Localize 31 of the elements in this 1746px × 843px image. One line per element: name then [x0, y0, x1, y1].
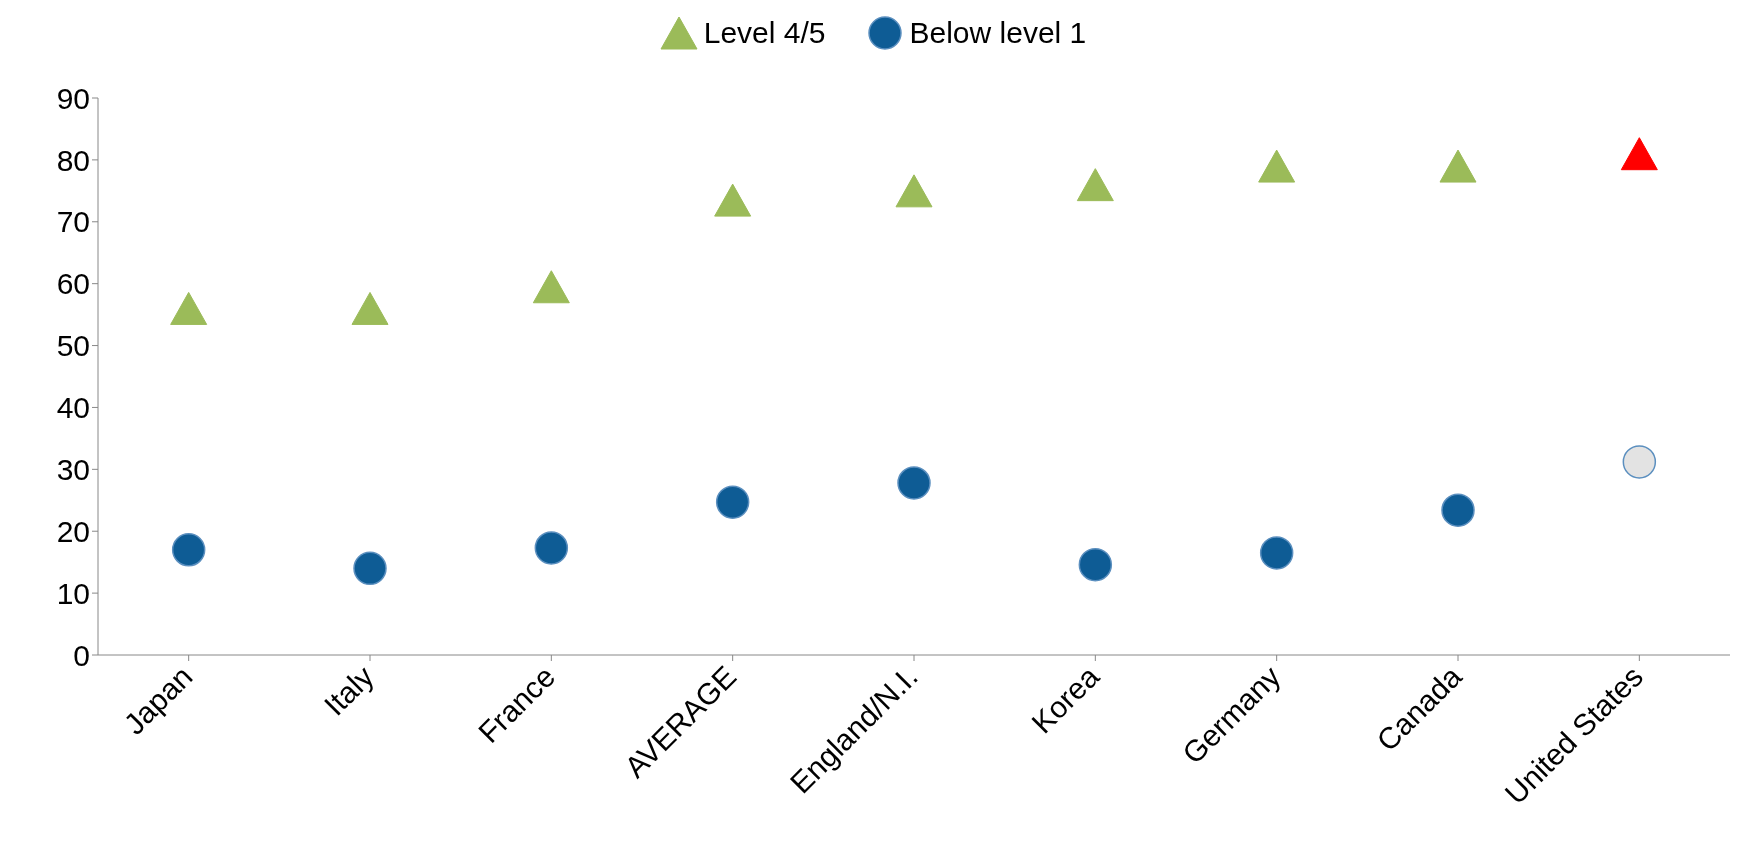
point [715, 485, 750, 519]
point [714, 183, 752, 217]
point [1258, 149, 1296, 183]
y-tick-label: 10 [56, 576, 90, 610]
point [1441, 493, 1475, 527]
point [1076, 168, 1114, 202]
y-tick-label: 20 [56, 514, 90, 548]
point [170, 291, 208, 325]
point [1622, 445, 1657, 479]
point [1439, 149, 1477, 183]
point [895, 174, 933, 208]
point [1259, 536, 1294, 570]
point [171, 533, 206, 567]
y-tick-label: 70 [56, 205, 90, 239]
point [1078, 547, 1113, 582]
y-tick-label: 40 [56, 391, 90, 425]
point [1620, 137, 1658, 171]
x-tick-label: Italy [317, 659, 380, 722]
y-tick-label: 80 [56, 143, 90, 177]
y-tick-label: 30 [56, 452, 90, 486]
y-tick-label: 60 [56, 267, 90, 301]
point [353, 551, 387, 586]
legend-label: Below level 1 [909, 16, 1087, 50]
y-tick-label: 90 [56, 81, 90, 115]
y-tick-label: 50 [56, 329, 90, 363]
y-tick-label: 0 [73, 638, 90, 672]
point [534, 531, 569, 565]
point [351, 291, 389, 325]
point [897, 466, 931, 500]
legend-label: Level 4/5 [703, 16, 826, 50]
point [532, 270, 570, 304]
